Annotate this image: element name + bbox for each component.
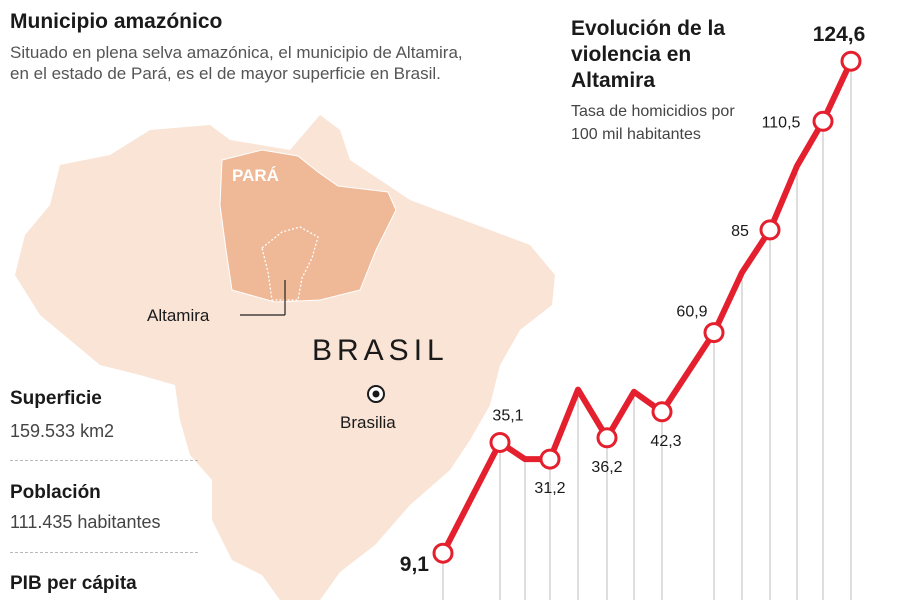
data-point-marker — [812, 110, 834, 132]
data-point-marker — [596, 427, 618, 449]
chart-subtitle: Tasa de homicidios por 100 mil habitante… — [571, 103, 735, 143]
para-label: PARÁ — [232, 166, 279, 185]
chart-gridlines — [442, 61, 852, 600]
chart-markers — [432, 50, 862, 564]
chart-line-layer — [440, 58, 854, 557]
data-label: 42,3 — [650, 433, 681, 450]
data-label: 35,1 — [492, 407, 523, 424]
map-subtitle: Situado en plena selva amazónica, el mun… — [10, 43, 463, 83]
stat-label-poblacion: Población — [10, 482, 101, 503]
altamira-municipality — [261, 226, 319, 301]
data-label: 110,5 — [762, 114, 801, 131]
data-point-marker — [489, 431, 511, 453]
stat-divider — [10, 552, 198, 553]
stat-label-superficie: Superficie — [10, 388, 102, 409]
para-state — [219, 149, 397, 303]
data-label: 31,2 — [534, 480, 565, 497]
data-label: 124,6 — [813, 23, 866, 46]
data-point-marker — [539, 448, 561, 470]
altamira-label: Altamira — [147, 306, 210, 325]
chart-data-labels: 9,1 35,1 31,2 36,2 42,3 60,9 85 110,5 124,6 — [400, 23, 865, 576]
brazil-outline — [15, 115, 555, 600]
data-label: 60,9 — [676, 304, 707, 321]
series-line — [440, 58, 854, 557]
brazil-map: PARÁ Altamira BRASIL Brasilia — [15, 115, 555, 600]
capital-marker — [367, 385, 385, 403]
data-point-marker — [703, 322, 725, 344]
stat-value-superficie: 159.533 km2 — [10, 421, 115, 441]
brasil-label: BRASIL — [312, 334, 449, 367]
data-label: 85 — [731, 223, 749, 240]
data-point-marker — [432, 542, 454, 564]
map-title: Municipio amazónico — [10, 10, 223, 33]
chart-title: Evolución de la violencia en Altamira — [571, 17, 726, 92]
data-point-marker — [840, 50, 862, 72]
stat-value-poblacion: 111.435 habitantes — [10, 512, 161, 532]
brasilia-label: Brasilia — [340, 413, 396, 432]
data-label: 9,1 — [400, 553, 430, 576]
data-point-marker — [651, 401, 673, 423]
data-label: 36,2 — [591, 459, 622, 476]
stat-divider — [10, 460, 198, 461]
stat-label-pib: PIB per cápita — [10, 573, 137, 594]
data-point-marker — [759, 219, 781, 241]
